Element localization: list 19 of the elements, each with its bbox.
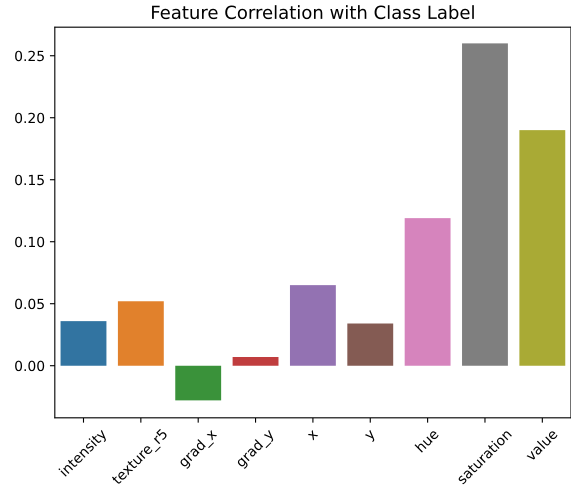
bar <box>404 218 451 366</box>
bar <box>232 357 278 366</box>
bar <box>462 43 508 366</box>
y-tick-label: 0.00 <box>15 360 44 372</box>
y-tick-label: 0.20 <box>15 112 44 124</box>
bar <box>175 366 222 400</box>
bar <box>118 301 164 366</box>
y-tick-label: 0.05 <box>15 298 44 310</box>
x-tick-label: y <box>364 430 378 443</box>
chart-title: Feature Correlation with Class Label <box>152 5 474 20</box>
bar <box>60 321 106 366</box>
y-tick-label: 0.15 <box>15 174 44 186</box>
x-tick-label: x <box>308 430 318 440</box>
y-tick-label: 0.10 <box>15 236 44 248</box>
bar <box>290 285 336 366</box>
y-tick-label: 0.25 <box>15 50 44 62</box>
bar <box>519 130 566 366</box>
x-tick-label: hue <box>414 428 440 453</box>
bar <box>347 324 394 366</box>
